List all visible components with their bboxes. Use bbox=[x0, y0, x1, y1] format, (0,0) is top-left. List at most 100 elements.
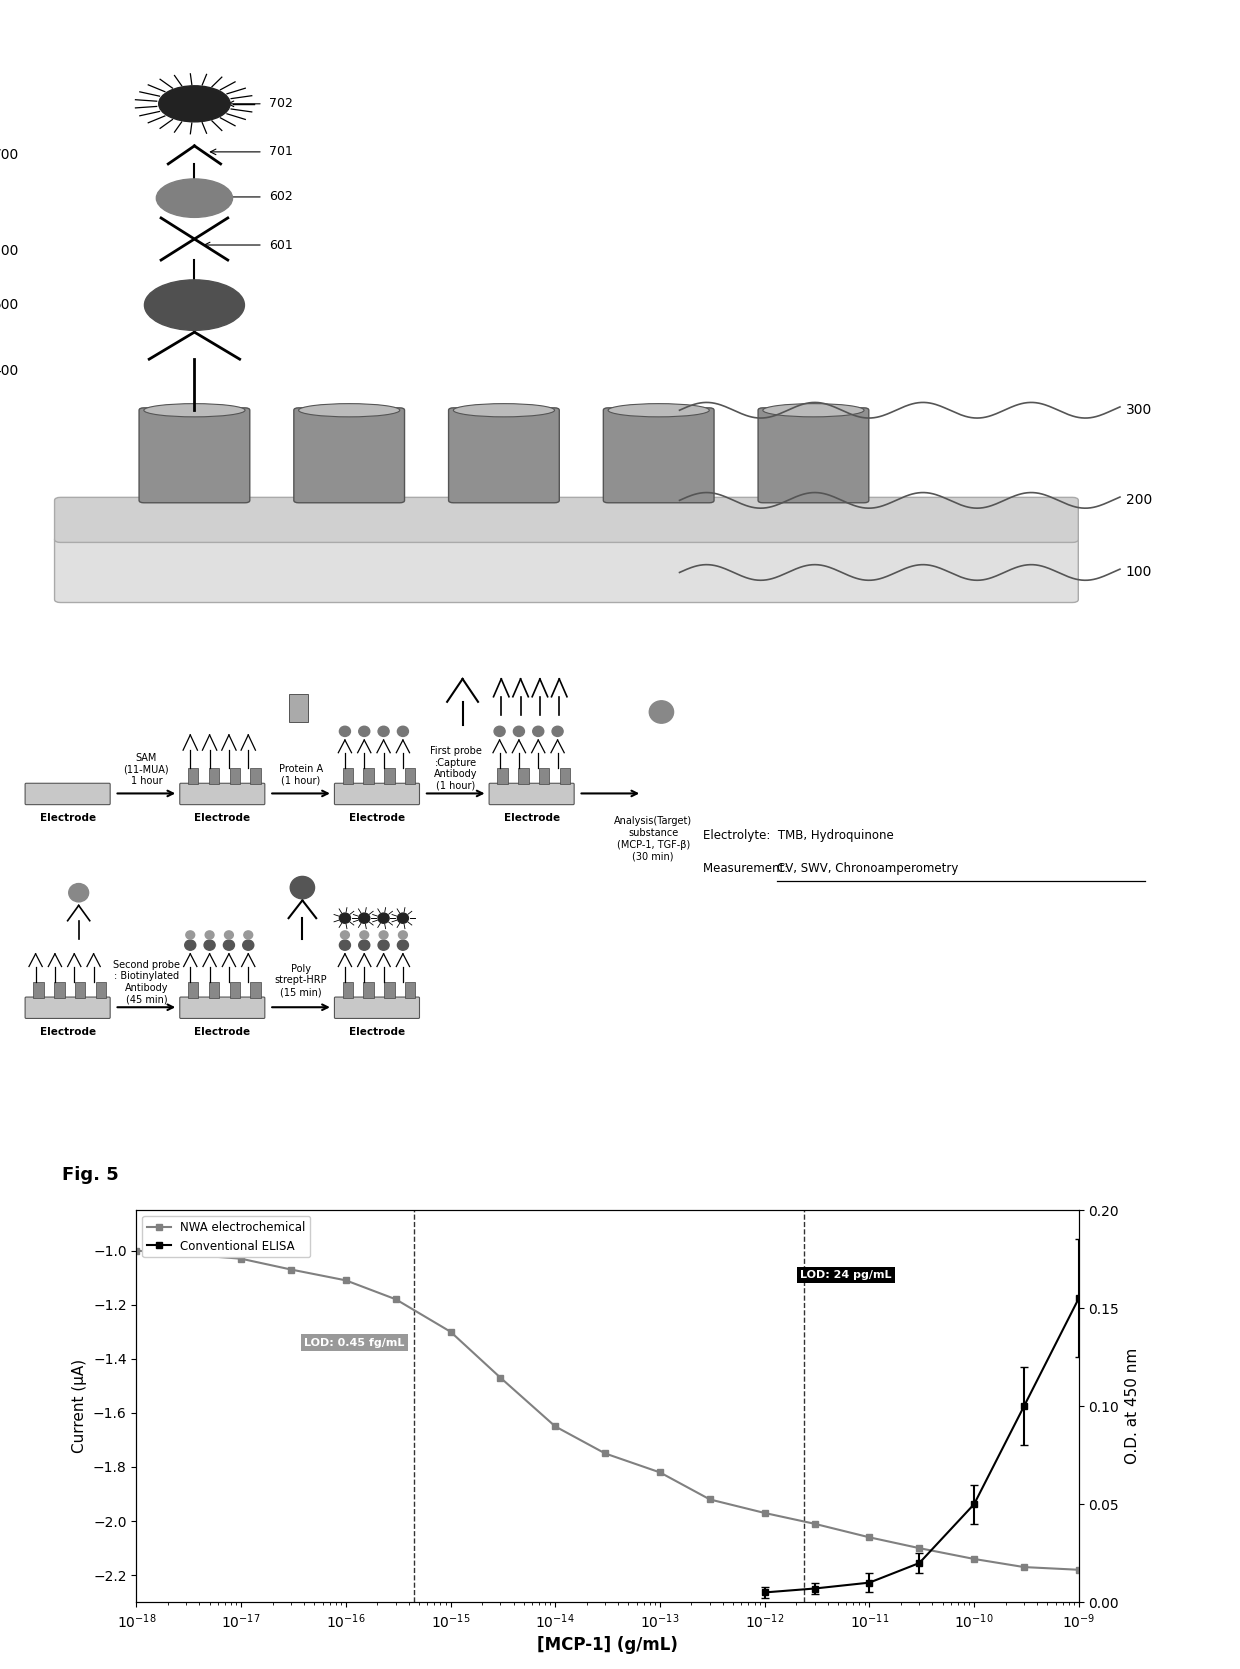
Bar bbox=[229, 768, 239, 784]
Bar bbox=[208, 981, 219, 998]
Text: 200: 200 bbox=[1126, 494, 1152, 507]
Circle shape bbox=[68, 883, 88, 901]
NWA electrochemical bbox=[548, 1417, 563, 1437]
FancyBboxPatch shape bbox=[55, 497, 1079, 542]
Circle shape bbox=[244, 931, 253, 940]
NWA electrochemical bbox=[339, 1270, 353, 1290]
Circle shape bbox=[223, 940, 234, 950]
NWA electrochemical bbox=[388, 1288, 403, 1308]
Circle shape bbox=[379, 931, 388, 940]
Text: LOD: 24 pg/mL: LOD: 24 pg/mL bbox=[800, 1270, 892, 1280]
NWA electrochemical bbox=[284, 1260, 299, 1280]
FancyBboxPatch shape bbox=[335, 783, 419, 804]
Bar bbox=[363, 768, 373, 784]
Text: Electrode: Electrode bbox=[195, 813, 250, 823]
Circle shape bbox=[360, 931, 368, 940]
Circle shape bbox=[397, 940, 408, 950]
NWA electrochemical bbox=[652, 1462, 667, 1482]
Circle shape bbox=[156, 179, 233, 217]
FancyBboxPatch shape bbox=[604, 407, 714, 502]
Text: Electrode: Electrode bbox=[503, 813, 559, 823]
Text: Electrode: Electrode bbox=[348, 1026, 405, 1036]
Text: Fig. 5: Fig. 5 bbox=[62, 1167, 119, 1183]
Text: 602: 602 bbox=[269, 190, 293, 204]
Y-axis label: Current (μA): Current (μA) bbox=[72, 1359, 87, 1454]
Text: Electrode: Electrode bbox=[195, 1026, 250, 1036]
Bar bbox=[497, 768, 508, 784]
Text: Electrode: Electrode bbox=[348, 813, 405, 823]
X-axis label: [MCP-1] (g/mL): [MCP-1] (g/mL) bbox=[537, 1636, 678, 1654]
NWA electrochemical bbox=[1017, 1557, 1032, 1577]
Text: 702: 702 bbox=[269, 97, 293, 110]
Bar bbox=[250, 981, 260, 998]
Bar bbox=[208, 768, 219, 784]
Bar bbox=[384, 768, 394, 784]
NWA electrochemical bbox=[807, 1514, 822, 1534]
Text: 701: 701 bbox=[269, 145, 293, 159]
NWA electrochemical bbox=[967, 1549, 982, 1569]
Bar bbox=[539, 768, 549, 784]
Y-axis label: O.D. at 450 nm: O.D. at 450 nm bbox=[1125, 1349, 1140, 1464]
Circle shape bbox=[398, 931, 407, 940]
FancyBboxPatch shape bbox=[294, 407, 404, 502]
Circle shape bbox=[358, 940, 370, 950]
Bar bbox=[405, 981, 415, 998]
Text: Analysis(Target)
substance
(MCP-1, TGF-β)
(30 min): Analysis(Target) substance (MCP-1, TGF-β… bbox=[614, 816, 692, 861]
Bar bbox=[559, 768, 570, 784]
Circle shape bbox=[340, 940, 351, 950]
Bar bbox=[289, 694, 308, 723]
NWA electrochemical bbox=[233, 1248, 248, 1268]
Text: Protein A
(1 hour): Protein A (1 hour) bbox=[279, 764, 324, 786]
Text: Electrode: Electrode bbox=[40, 813, 95, 823]
FancyBboxPatch shape bbox=[335, 996, 419, 1018]
Circle shape bbox=[378, 913, 389, 923]
NWA electrochemical bbox=[758, 1504, 773, 1524]
Ellipse shape bbox=[144, 404, 246, 417]
NWA electrochemical bbox=[703, 1489, 718, 1509]
FancyBboxPatch shape bbox=[25, 996, 110, 1018]
Text: Second probe
: Biotinylated
Antibody
(45 min): Second probe : Biotinylated Antibody (45… bbox=[113, 960, 180, 1005]
Text: 500: 500 bbox=[0, 299, 19, 312]
Text: 300: 300 bbox=[1126, 404, 1152, 417]
Circle shape bbox=[159, 85, 231, 122]
Text: 400: 400 bbox=[0, 364, 19, 379]
NWA electrochemical bbox=[494, 1367, 508, 1387]
FancyBboxPatch shape bbox=[25, 783, 110, 804]
Circle shape bbox=[378, 940, 389, 950]
FancyBboxPatch shape bbox=[139, 407, 249, 502]
Text: 600: 600 bbox=[0, 244, 19, 259]
Circle shape bbox=[513, 726, 525, 736]
Bar bbox=[342, 768, 353, 784]
NWA electrochemical bbox=[129, 1240, 144, 1260]
Ellipse shape bbox=[608, 404, 709, 417]
NWA electrochemical bbox=[911, 1539, 926, 1559]
Bar bbox=[384, 981, 394, 998]
Circle shape bbox=[358, 726, 370, 736]
Line: NWA electrochemical: NWA electrochemical bbox=[133, 1247, 1083, 1572]
Circle shape bbox=[378, 726, 389, 736]
Bar bbox=[74, 981, 86, 998]
Text: Poly
strept-HRP
(15 min): Poly strept-HRP (15 min) bbox=[275, 965, 327, 996]
Ellipse shape bbox=[763, 404, 864, 417]
NWA electrochemical bbox=[862, 1527, 877, 1547]
Text: 700: 700 bbox=[0, 149, 19, 162]
Bar bbox=[405, 768, 415, 784]
Bar bbox=[342, 981, 353, 998]
Bar bbox=[33, 981, 43, 998]
Circle shape bbox=[243, 940, 254, 950]
Bar bbox=[250, 768, 260, 784]
Circle shape bbox=[358, 913, 370, 923]
Legend: NWA electrochemical, Conventional ELISA: NWA electrochemical, Conventional ELISA bbox=[143, 1217, 310, 1257]
Ellipse shape bbox=[454, 404, 554, 417]
Text: LOD: 0.45 fg/mL: LOD: 0.45 fg/mL bbox=[304, 1337, 404, 1347]
Circle shape bbox=[397, 726, 408, 736]
Circle shape bbox=[144, 280, 244, 330]
NWA electrochemical bbox=[443, 1322, 458, 1342]
Text: Measurement:: Measurement: bbox=[703, 863, 792, 875]
Circle shape bbox=[552, 726, 563, 736]
Bar bbox=[229, 981, 239, 998]
Bar bbox=[363, 981, 373, 998]
Bar bbox=[55, 981, 64, 998]
Bar bbox=[95, 981, 105, 998]
Circle shape bbox=[224, 931, 233, 940]
